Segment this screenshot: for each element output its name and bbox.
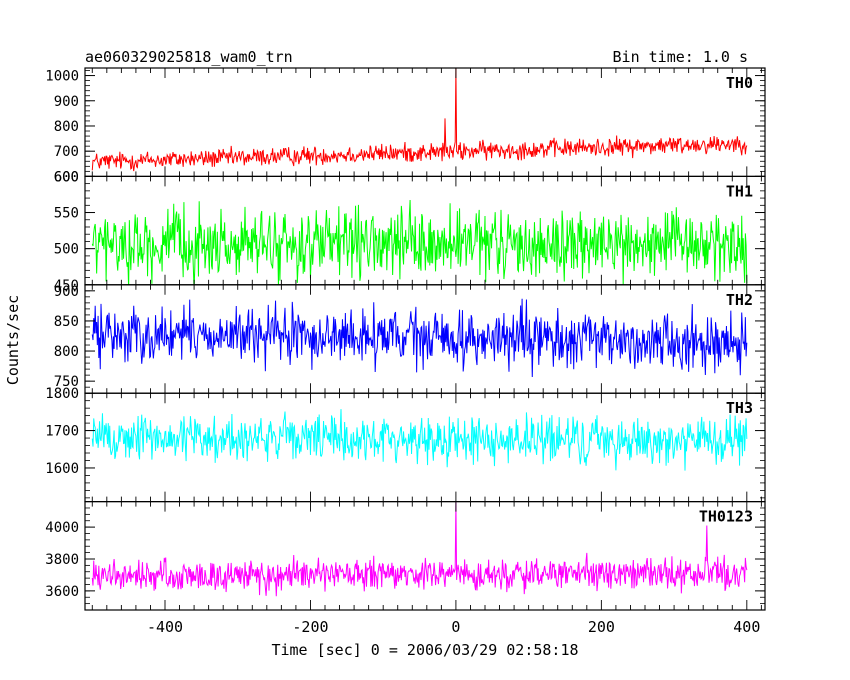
series-line-th0123 bbox=[91, 501, 748, 597]
panel-label-th3: TH3 bbox=[726, 399, 753, 417]
x-tick-label: 400 bbox=[733, 618, 760, 636]
panel-label-th0123: TH0123 bbox=[699, 508, 753, 526]
y-tick-label: 700 bbox=[54, 144, 79, 160]
y-tick-label: 3800 bbox=[45, 552, 79, 568]
y-tick-label: 600 bbox=[54, 169, 79, 185]
y-tick-label: 1600 bbox=[45, 461, 79, 477]
series-line-th1 bbox=[91, 199, 748, 285]
y-tick-label: 4000 bbox=[45, 520, 79, 536]
y-tick-label: 600 bbox=[54, 169, 79, 185]
y-tick-label: 750 bbox=[54, 374, 79, 390]
panel-label-th0: TH0 bbox=[726, 74, 753, 92]
y-tick-label: 450 bbox=[54, 278, 79, 294]
panel-label-th1: TH1 bbox=[726, 182, 753, 200]
y-tick-label: 850 bbox=[54, 314, 79, 330]
x-axis-label: Time [sec] 0 = 2006/03/29 02:58:18 bbox=[271, 641, 578, 659]
chart-title: ae060329025818_wam0_trn bbox=[85, 48, 293, 66]
x-tick-label: -200 bbox=[292, 618, 328, 636]
series-line-th0 bbox=[91, 68, 748, 172]
y-tick-label: 800 bbox=[54, 344, 79, 360]
x-tick-label: 200 bbox=[588, 618, 615, 636]
y-tick-label: 900 bbox=[54, 94, 79, 110]
y-tick-label: 1700 bbox=[45, 424, 79, 440]
y-tick-label: 3600 bbox=[45, 584, 79, 600]
y-tick-label: 800 bbox=[54, 119, 79, 135]
x-tick-label: -400 bbox=[147, 618, 183, 636]
panel-label-th2: TH2 bbox=[726, 291, 753, 309]
y-tick-label: 1000 bbox=[45, 69, 79, 85]
x-tick-label: 0 bbox=[451, 618, 460, 636]
bin-time-label: Bin time: 1.0 s bbox=[613, 48, 748, 66]
y-tick-label: 1800 bbox=[45, 386, 79, 402]
series-line-th2 bbox=[91, 298, 748, 377]
y-tick-label: 550 bbox=[54, 206, 79, 222]
y-axis-label: Counts/sec bbox=[4, 295, 22, 385]
y-tick-label: 500 bbox=[54, 242, 79, 258]
series-line-th3 bbox=[91, 409, 748, 471]
panel-frame-th0123 bbox=[84, 501, 766, 611]
y-tick-label: 900 bbox=[54, 284, 79, 300]
